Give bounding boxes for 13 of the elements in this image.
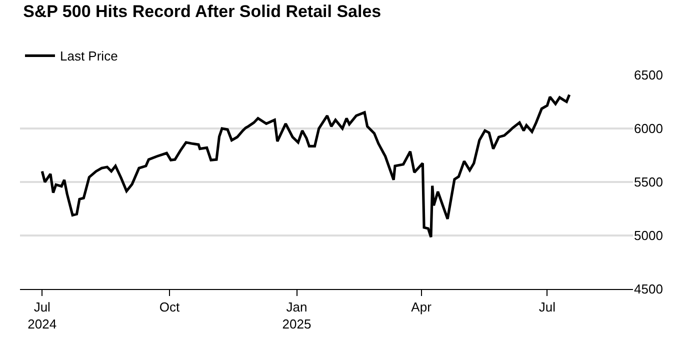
y-tick-label: 4500 [634, 282, 663, 297]
y-tick-label: 6500 [634, 68, 663, 83]
x-tick-label: Jul 2024 [28, 300, 57, 332]
legend-label: Last Price [60, 48, 118, 64]
chart-title: S&P 500 Hits Record After Solid Retail Sales [23, 2, 382, 22]
y-tick-label: 5500 [634, 174, 663, 190]
x-tick-label: Oct [159, 300, 180, 315]
x-tick-label: Jan 2025 [282, 300, 312, 332]
y-tick-label: 6000 [634, 121, 663, 136]
line-series [40, 93, 571, 238]
x-tick-label: Apr [411, 300, 432, 315]
x-tick-label: Jul [538, 300, 556, 315]
y-tick-label: 5000 [634, 228, 663, 244]
